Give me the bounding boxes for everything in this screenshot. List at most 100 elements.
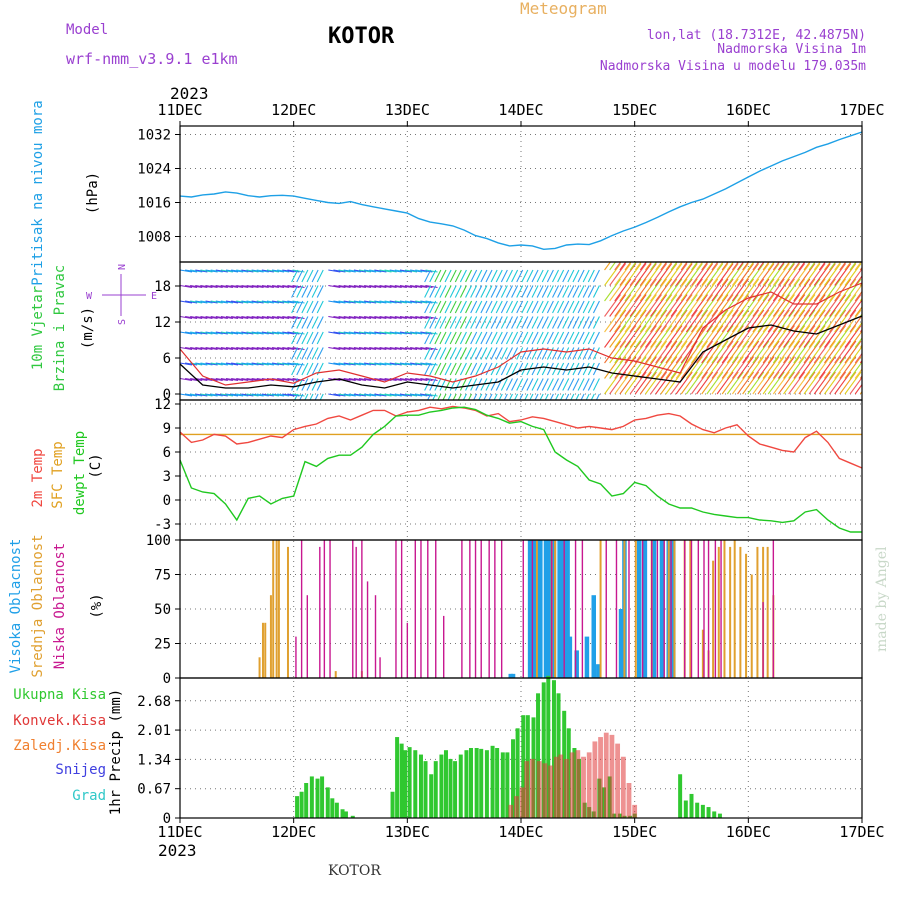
wind-barb <box>762 340 780 364</box>
wind-barb <box>737 294 754 317</box>
low-cloud-axis-label: Niska Oblacnost <box>52 543 68 669</box>
wind-barb <box>343 284 356 289</box>
wind-barb <box>333 300 346 304</box>
wind-barb <box>236 284 249 289</box>
wind-barb <box>834 262 842 271</box>
wind-barb <box>333 346 346 351</box>
high_cloud-bar <box>551 540 557 678</box>
wind-barb <box>650 263 668 286</box>
wind-barb <box>200 284 213 289</box>
wind-barb <box>808 278 826 302</box>
wind-barb <box>369 315 382 320</box>
wind-barb <box>389 300 402 304</box>
wind-barb <box>752 340 770 364</box>
high_cloud-bar <box>618 609 624 678</box>
wind-barb <box>470 316 478 329</box>
wind-barb <box>670 340 688 364</box>
wind-barb <box>685 340 703 364</box>
wind-barb <box>374 269 387 273</box>
wind-barb <box>839 356 857 379</box>
wind-ytick-label: 12 <box>154 315 171 331</box>
wind-barb <box>296 378 304 391</box>
wind-barb <box>429 316 437 329</box>
wind-barb <box>488 393 493 400</box>
wind-barb <box>459 316 467 329</box>
wind-barb <box>526 331 534 345</box>
cloud-ytick-label: 100 <box>146 533 171 549</box>
wind-barb <box>577 362 585 376</box>
wind-barb <box>459 347 467 360</box>
wind-barb <box>660 309 678 333</box>
wind-barb <box>251 315 264 320</box>
wind-barb <box>726 278 744 302</box>
wind-barb <box>394 269 407 273</box>
wind-barb <box>465 285 473 298</box>
wind-barb <box>650 294 668 317</box>
date-tick-bottom: 14DEC <box>498 823 543 841</box>
wind-barb <box>485 362 493 376</box>
wind-barb <box>379 393 392 397</box>
wind-barb <box>685 262 693 271</box>
wind-barb <box>634 278 652 302</box>
wind-barb <box>572 316 580 329</box>
wind-barb <box>256 269 269 273</box>
wind-barb <box>485 331 493 345</box>
year-label-top: 2023 <box>170 84 209 103</box>
temperature-ytick-label: 6 <box>163 445 171 461</box>
wind-barb <box>291 285 299 298</box>
total-precip-bar <box>350 815 355 818</box>
wind-barb <box>200 315 213 320</box>
wind-barb <box>721 371 739 395</box>
wind-barb <box>619 325 637 348</box>
wind-barb <box>691 278 708 302</box>
wind-barb <box>251 300 264 304</box>
wind-barb <box>180 315 193 320</box>
wind-barb <box>629 294 647 317</box>
wind-barb <box>246 331 259 335</box>
wind-barb <box>592 316 600 329</box>
meteogram-label: Meteogram <box>520 0 607 18</box>
wind-barb <box>829 263 847 286</box>
wind-barb <box>389 331 402 335</box>
wind-barb <box>747 371 765 395</box>
wind-barb <box>521 269 529 283</box>
wind-barb <box>231 377 244 382</box>
low_cloud-bar <box>427 540 429 678</box>
wind-barb <box>306 347 314 360</box>
wind-barb <box>834 309 852 333</box>
wind-barb <box>338 300 351 304</box>
wind-barb <box>849 330 862 348</box>
wind-barb <box>716 356 734 379</box>
mid_cloud-bar <box>623 540 626 678</box>
wind-barb <box>696 263 714 286</box>
wind-barb <box>261 315 274 320</box>
wind-barb <box>572 285 580 298</box>
wind-barb <box>726 325 744 348</box>
wind-barb <box>609 309 627 333</box>
wind-dir-e: E <box>151 291 157 302</box>
total-precip-bar <box>429 774 434 818</box>
wind-barb <box>614 262 622 271</box>
wind-barb <box>374 315 387 320</box>
wind-barb <box>225 315 239 320</box>
wind-barb <box>803 294 821 317</box>
wind-barb <box>306 378 314 391</box>
wind-barb <box>429 331 437 345</box>
wind-barb <box>834 325 852 348</box>
wind-barb <box>444 269 452 283</box>
wind-barb <box>231 269 244 273</box>
wind-barb <box>829 294 847 317</box>
wind-barb <box>301 300 309 314</box>
wind-barb <box>343 331 356 335</box>
mid_cloud-bar <box>599 540 602 678</box>
wind-barb <box>261 393 274 397</box>
wind-barb <box>767 309 785 333</box>
wind-barb <box>495 269 503 283</box>
wind-barb <box>752 356 770 379</box>
wind-barb <box>384 269 397 273</box>
wind-barb <box>475 300 483 314</box>
wind-barb <box>818 309 836 333</box>
wind-barb <box>604 294 621 317</box>
wind-barb <box>379 315 392 320</box>
wind-barb <box>180 331 193 335</box>
